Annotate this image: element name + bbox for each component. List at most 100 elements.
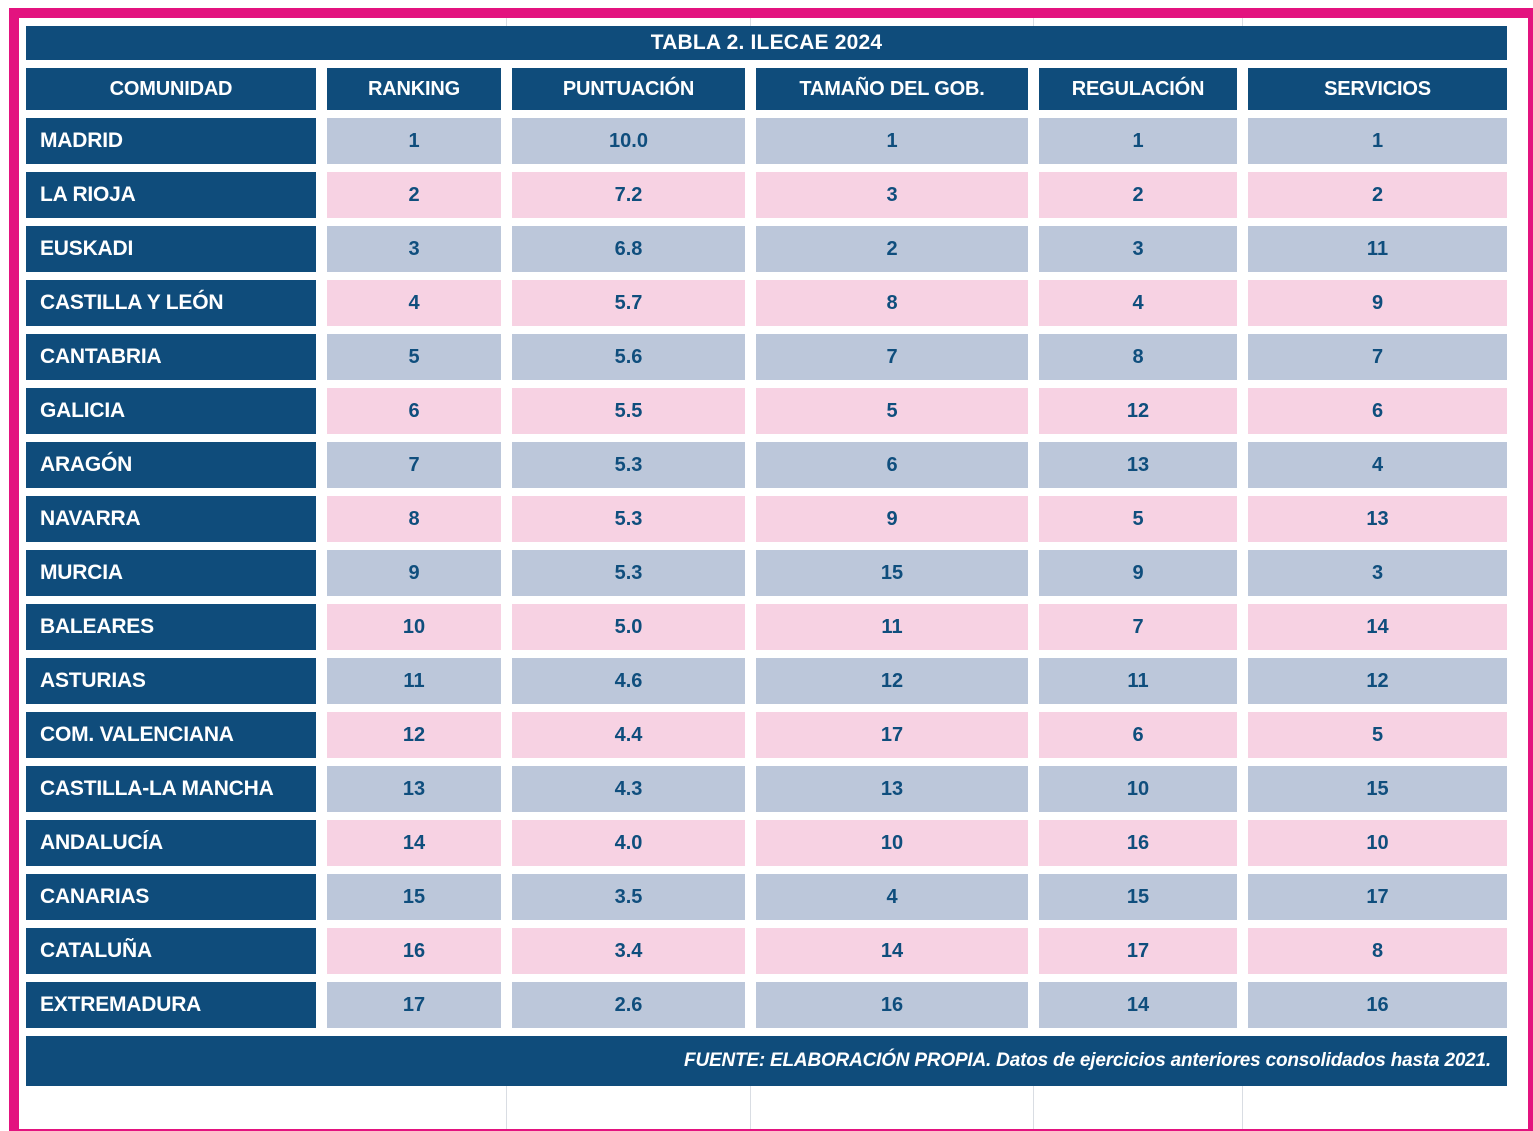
community-name-cell: ASTURIAS <box>26 658 316 704</box>
cell-puntuacion: 5.5 <box>512 388 745 434</box>
community-name-cell: CATALUÑA <box>26 928 316 974</box>
cell-regulacion: 4 <box>1039 280 1237 326</box>
ilecae-ranking-table: TABLA 2. ILECAE 2024 COMUNIDAD RANKING PUN… <box>26 26 1507 1086</box>
cell-tamano-gob: 14 <box>756 928 1028 974</box>
cell-servicios: 12 <box>1248 658 1507 704</box>
column-header-puntuacion: PUNTUACIÓN <box>512 68 745 110</box>
column-header-servicios: SERVICIOS <box>1248 68 1507 110</box>
cell-puntuacion: 7.2 <box>512 172 745 218</box>
cell-servicios: 17 <box>1248 874 1507 920</box>
community-name-cell: MADRID <box>26 118 316 164</box>
cell-servicios: 10 <box>1248 820 1507 866</box>
community-name-cell: COM. VALENCIANA <box>26 712 316 758</box>
community-name-cell: EXTREMADURA <box>26 982 316 1028</box>
cell-regulacion: 1 <box>1039 118 1237 164</box>
cell-ranking: 6 <box>327 388 501 434</box>
cell-servicios: 3 <box>1248 550 1507 596</box>
community-name-cell: CASTILLA-LA MANCHA <box>26 766 316 812</box>
cell-puntuacion: 4.0 <box>512 820 745 866</box>
cell-ranking: 2 <box>327 172 501 218</box>
cell-puntuacion: 5.7 <box>512 280 745 326</box>
cell-puntuacion: 10.0 <box>512 118 745 164</box>
cell-regulacion: 2 <box>1039 172 1237 218</box>
cell-tamano-gob: 16 <box>756 982 1028 1028</box>
cell-ranking: 17 <box>327 982 501 1028</box>
cell-tamano-gob: 13 <box>756 766 1028 812</box>
cell-servicios: 1 <box>1248 118 1507 164</box>
cell-tamano-gob: 17 <box>756 712 1028 758</box>
cell-tamano-gob: 11 <box>756 604 1028 650</box>
cell-regulacion: 8 <box>1039 334 1237 380</box>
column-header-regulacion: REGULACIÓN <box>1039 68 1237 110</box>
cell-regulacion: 17 <box>1039 928 1237 974</box>
cell-puntuacion: 4.6 <box>512 658 745 704</box>
column-header-ranking: RANKING <box>327 68 501 110</box>
cell-regulacion: 9 <box>1039 550 1237 596</box>
community-name-cell: ANDALUCÍA <box>26 820 316 866</box>
cell-regulacion: 3 <box>1039 226 1237 272</box>
community-name-cell: EUSKADI <box>26 226 316 272</box>
cell-servicios: 5 <box>1248 712 1507 758</box>
cell-ranking: 11 <box>327 658 501 704</box>
cell-servicios: 14 <box>1248 604 1507 650</box>
cell-servicios: 2 <box>1248 172 1507 218</box>
cell-tamano-gob: 7 <box>756 334 1028 380</box>
column-header-community: COMUNIDAD <box>26 68 316 110</box>
cell-regulacion: 10 <box>1039 766 1237 812</box>
cell-ranking: 15 <box>327 874 501 920</box>
cell-puntuacion: 4.3 <box>512 766 745 812</box>
cell-puntuacion: 2.6 <box>512 982 745 1028</box>
community-name-cell: NAVARRA <box>26 496 316 542</box>
cell-servicios: 4 <box>1248 442 1507 488</box>
cell-regulacion: 16 <box>1039 820 1237 866</box>
cell-regulacion: 11 <box>1039 658 1237 704</box>
cell-tamano-gob: 9 <box>756 496 1028 542</box>
cell-ranking: 16 <box>327 928 501 974</box>
cell-puntuacion: 6.8 <box>512 226 745 272</box>
community-name-cell: LA RIOJA <box>26 172 316 218</box>
cell-regulacion: 5 <box>1039 496 1237 542</box>
cell-tamano-gob: 2 <box>756 226 1028 272</box>
cell-servicios: 8 <box>1248 928 1507 974</box>
community-name-cell: CANTABRIA <box>26 334 316 380</box>
cell-puntuacion: 5.0 <box>512 604 745 650</box>
cell-servicios: 15 <box>1248 766 1507 812</box>
cell-tamano-gob: 3 <box>756 172 1028 218</box>
cell-ranking: 9 <box>327 550 501 596</box>
community-name-cell: ARAGÓN <box>26 442 316 488</box>
cell-tamano-gob: 5 <box>756 388 1028 434</box>
cell-tamano-gob: 12 <box>756 658 1028 704</box>
community-name-cell: CASTILLA Y LEÓN <box>26 280 316 326</box>
cell-regulacion: 7 <box>1039 604 1237 650</box>
cell-tamano-gob: 8 <box>756 280 1028 326</box>
cell-ranking: 14 <box>327 820 501 866</box>
cell-servicios: 16 <box>1248 982 1507 1028</box>
community-name-cell: CANARIAS <box>26 874 316 920</box>
cell-regulacion: 15 <box>1039 874 1237 920</box>
cell-ranking: 12 <box>327 712 501 758</box>
column-header-tamano-gob: TAMAÑO DEL GOB. <box>756 68 1028 110</box>
cell-regulacion: 13 <box>1039 442 1237 488</box>
cell-ranking: 1 <box>327 118 501 164</box>
cell-puntuacion: 5.3 <box>512 442 745 488</box>
cell-tamano-gob: 1 <box>756 118 1028 164</box>
cell-servicios: 7 <box>1248 334 1507 380</box>
cell-ranking: 13 <box>327 766 501 812</box>
cell-servicios: 9 <box>1248 280 1507 326</box>
table-frame: TABLA 2. ILECAE 2024 COMUNIDAD RANKING PUN… <box>9 8 1533 1131</box>
cell-tamano-gob: 10 <box>756 820 1028 866</box>
cell-servicios: 6 <box>1248 388 1507 434</box>
cell-puntuacion: 5.3 <box>512 550 745 596</box>
cell-ranking: 3 <box>327 226 501 272</box>
cell-servicios: 11 <box>1248 226 1507 272</box>
cell-puntuacion: 5.3 <box>512 496 745 542</box>
cell-tamano-gob: 4 <box>756 874 1028 920</box>
community-name-cell: GALICIA <box>26 388 316 434</box>
cell-regulacion: 12 <box>1039 388 1237 434</box>
cell-ranking: 7 <box>327 442 501 488</box>
cell-ranking: 4 <box>327 280 501 326</box>
table-title: TABLA 2. ILECAE 2024 <box>26 26 1507 60</box>
cell-puntuacion: 5.6 <box>512 334 745 380</box>
cell-tamano-gob: 15 <box>756 550 1028 596</box>
